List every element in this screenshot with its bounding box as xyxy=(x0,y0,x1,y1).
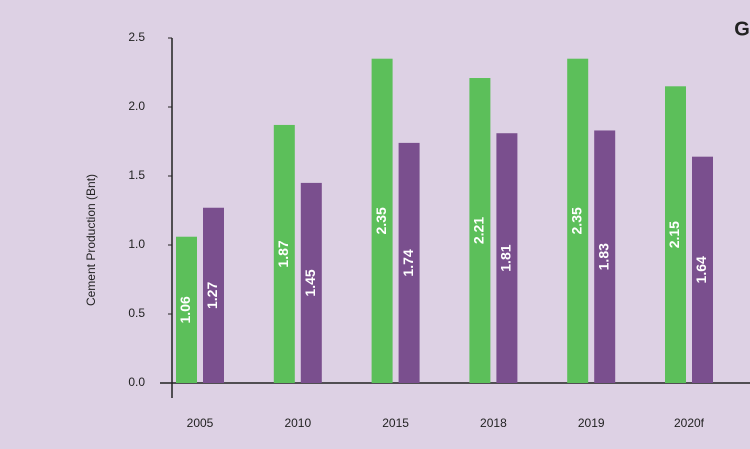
y-axis-label: Cement Production (Bnt) xyxy=(84,174,98,306)
bar xyxy=(371,58,393,383)
y-tick-label: 2.5 xyxy=(128,30,145,44)
value-label: 1.45 xyxy=(302,269,318,296)
value-label: 2.35 xyxy=(373,207,389,234)
value-label: 1.27 xyxy=(204,282,220,309)
bar xyxy=(300,182,322,383)
x-tick-label: 2005 xyxy=(187,416,214,430)
y-tick-label: 0.0 xyxy=(128,375,145,389)
bar xyxy=(203,207,224,383)
y-tick-label: 1.0 xyxy=(128,237,145,251)
value-label: 1.83 xyxy=(595,243,611,270)
y-tick-label: 1.5 xyxy=(128,168,145,182)
x-tick-label: 2015 xyxy=(382,416,409,430)
value-label: 2.15 xyxy=(666,221,682,248)
bar xyxy=(273,124,295,383)
bar xyxy=(398,142,420,383)
value-label: 2.35 xyxy=(568,207,584,234)
x-tick-label: 2020f xyxy=(674,416,705,430)
value-label: 1.64 xyxy=(693,256,709,283)
x-tick-label: 2019 xyxy=(578,416,605,430)
bar xyxy=(692,156,713,383)
bar xyxy=(469,78,491,384)
value-label: 1.74 xyxy=(400,249,416,276)
x-tick-label: 2010 xyxy=(284,416,311,430)
value-label: 1.87 xyxy=(275,240,291,267)
bar xyxy=(567,58,589,383)
bar xyxy=(665,86,686,384)
bar xyxy=(176,236,197,383)
value-label: 2.21 xyxy=(471,217,487,244)
annotation: G xyxy=(734,18,750,40)
x-tick-label: 2018 xyxy=(480,416,507,430)
bar xyxy=(594,130,616,383)
value-label: 1.06 xyxy=(177,296,193,323)
y-tick-label: 0.5 xyxy=(128,306,145,320)
value-label: 1.81 xyxy=(498,244,514,271)
y-tick-label: 2.0 xyxy=(128,99,145,113)
bar xyxy=(496,133,518,383)
